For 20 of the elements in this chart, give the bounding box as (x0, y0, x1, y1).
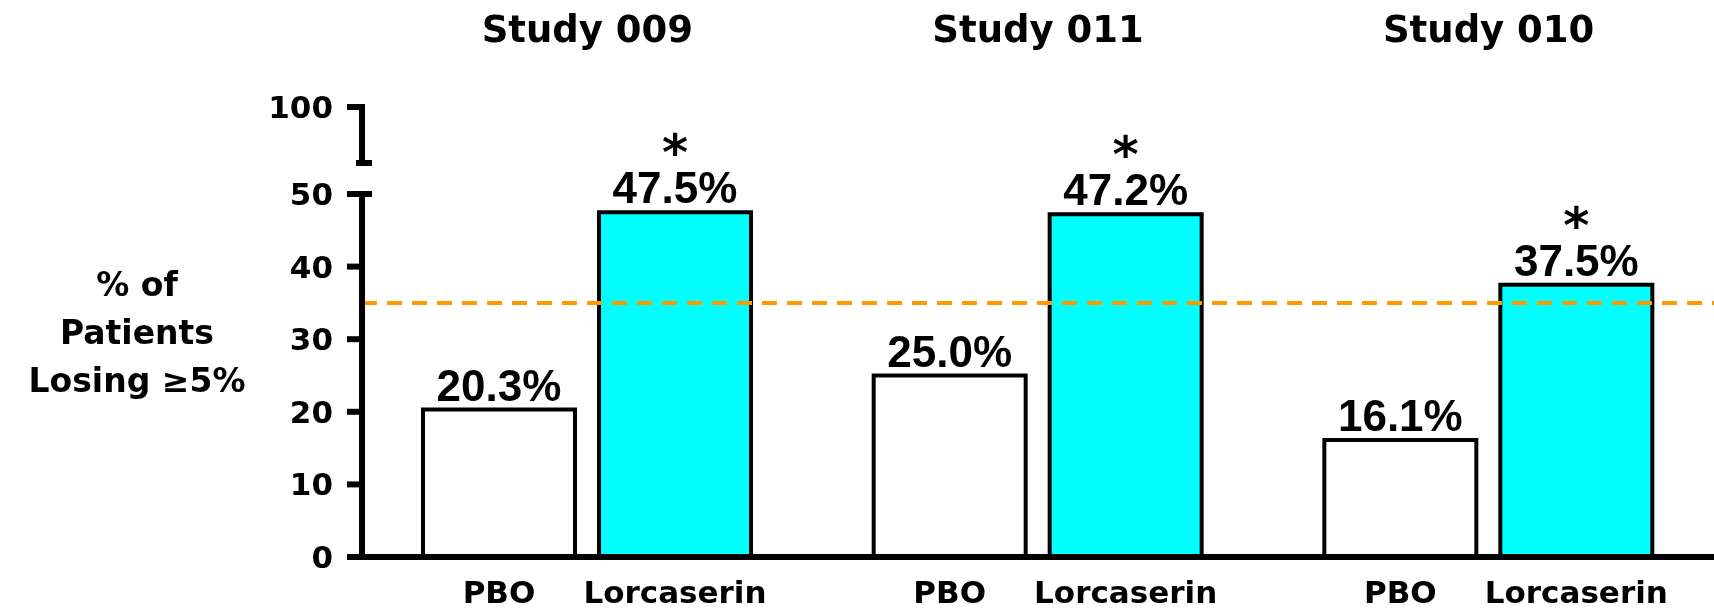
text: Lorcaserin (583, 574, 767, 610)
y-tick-label: 40 (289, 248, 333, 285)
y-tick-label: 0 (311, 539, 333, 576)
y-tick-label: 20 (289, 393, 333, 430)
series-label: Lorcaserin (1034, 574, 1218, 610)
x-tick-label: Study 009 (481, 8, 694, 51)
data-label: 25.0% (887, 326, 1013, 376)
y-axis-title: % of Patients Losing ≥5% (27, 264, 247, 402)
data-label: 20.3% (436, 360, 562, 410)
text: Lorcaserin (1484, 574, 1668, 610)
text: PBO (1363, 574, 1437, 610)
data-label: 16.1% (1337, 391, 1463, 441)
text: 100 (268, 89, 333, 125)
text: PBO (913, 574, 987, 610)
y-tick-label: 50 (289, 176, 333, 213)
x-tick-label: Study 011 (932, 8, 1144, 51)
series-label: PBO (462, 574, 536, 610)
y-tick-label: 10 (289, 466, 333, 503)
x-tick-label: Study 010 (1382, 8, 1595, 51)
y-tick-label: 30 (289, 321, 333, 358)
